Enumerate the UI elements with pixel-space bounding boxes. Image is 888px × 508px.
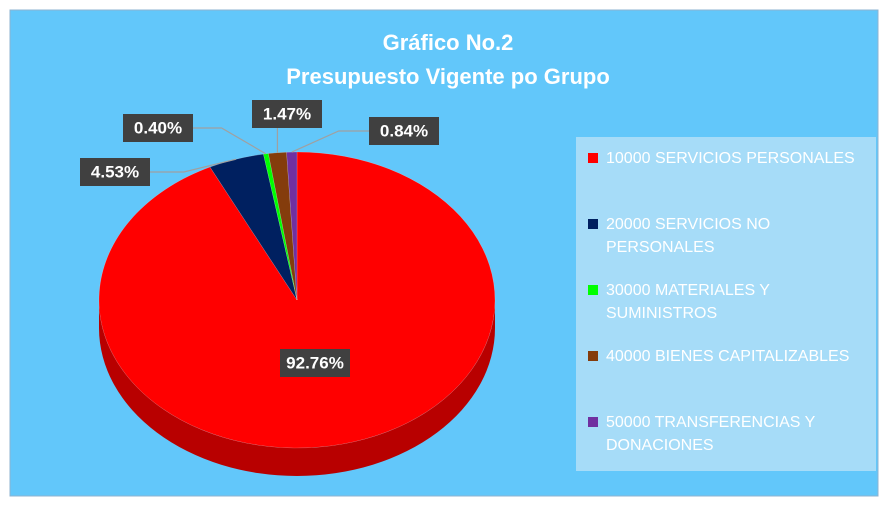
legend-swatch: [588, 417, 598, 427]
pie-slice: [98, 151, 496, 449]
legend-item: 30000 MATERIALES Y SUMINISTROS: [586, 279, 870, 345]
legend-swatch: [588, 351, 598, 361]
legend-swatch: [588, 153, 598, 163]
data-label: 1.47%: [263, 104, 311, 123]
legend-item: 40000 BIENES CAPITALIZABLES: [586, 345, 870, 411]
legend-item: 10000 SERVICIOS PERSONALES: [586, 147, 870, 213]
legend-item: 20000 SERVICIOS NO PERSONALES: [586, 213, 870, 279]
legend-label: 50000 TRANSFERENCIAS Y DONACIONES: [606, 414, 815, 454]
data-label-box: [80, 158, 150, 186]
data-label-box: [123, 114, 193, 142]
legend: 10000 SERVICIOS PERSONALES 20000 SERVICIO…: [576, 137, 876, 471]
legend-label: 20000 SERVICIOS NO PERSONALES: [606, 216, 771, 256]
data-label: 4.53%: [91, 162, 139, 181]
data-label-box: [280, 349, 350, 377]
chart-title: Gráfico No.2: [383, 30, 514, 55]
pie-side: [99, 300, 495, 476]
data-label-box: [369, 117, 439, 145]
leader-line: [192, 127, 267, 155]
data-label: 0.84%: [380, 121, 428, 140]
legend-swatch: [588, 285, 598, 295]
data-label: 0.40%: [134, 118, 182, 137]
legend-label: 40000 BIENES CAPITALIZABLES: [606, 348, 850, 365]
legend-label: 10000 SERVICIOS PERSONALES: [606, 150, 855, 167]
pie-slice: [209, 153, 298, 301]
leader-line: [291, 130, 370, 153]
legend-swatch: [588, 219, 598, 229]
leader-line: [149, 158, 237, 173]
legend-item: 50000 TRANSFERENCIAS Y DONACIONES: [586, 411, 870, 477]
data-label-box: [252, 100, 322, 128]
data-label: 92.76%: [286, 353, 344, 372]
legend-label: 30000 MATERIALES Y SUMINISTROS: [606, 282, 770, 322]
chart-subtitle: Presupuesto Vigente po Grupo: [286, 64, 610, 89]
